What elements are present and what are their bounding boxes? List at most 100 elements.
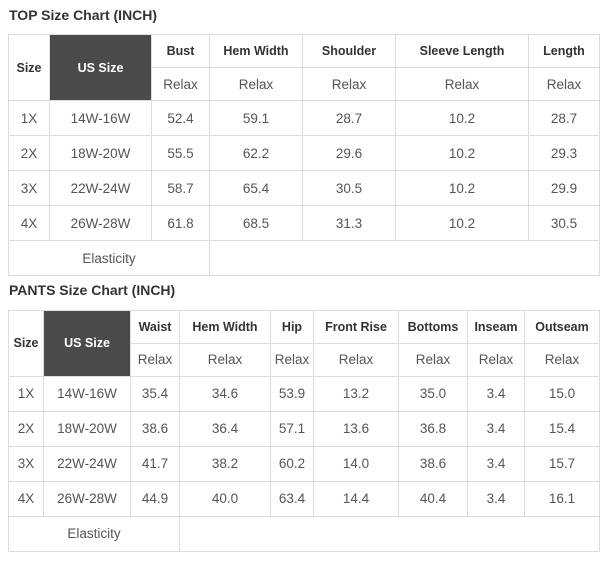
- measure-column-header-hem-width: Hem Width: [209, 34, 303, 69]
- value-cell-hip: 53.9: [270, 375, 314, 412]
- value-cell-shoulder: 28.7: [302, 100, 396, 137]
- value-cell-front-rise: 13.2: [313, 375, 399, 412]
- value-cell-bust: 52.4: [151, 100, 210, 137]
- value-cell-bottoms: 35.0: [398, 375, 468, 412]
- us-size-cell: 18W-20W: [43, 410, 131, 447]
- table-row-2x: 2X 18W-20W 55.5 62.2 29.6 10.2 29.3: [8, 135, 600, 172]
- size-cell: 3X: [8, 445, 44, 482]
- value-cell-hem-width: 36.4: [179, 410, 271, 447]
- top-size-chart-section: TOP Size Chart (INCH) Size US Size Bust Hem…: [8, 7, 600, 277]
- relax-fit-cell-outseam: Relax: [524, 342, 600, 377]
- relax-fit-cell-hem-width: Relax: [179, 342, 271, 377]
- relax-fit-cell-bottoms: Relax: [398, 342, 468, 377]
- value-cell-waist: 41.7: [130, 445, 180, 482]
- elasticity-filler-cell: [209, 240, 600, 277]
- elasticity-row: Elasticity: [8, 515, 600, 552]
- us-size-cell: 18W-20W: [49, 135, 152, 172]
- table-row-1x: 1X 14W-16W 52.4 59.1 28.7 10.2 28.7: [8, 100, 600, 137]
- relax-fit-cell-sleeve-length: Relax: [395, 67, 529, 102]
- value-cell-bust: 61.8: [151, 205, 210, 242]
- measure-column-header-length: Length: [528, 34, 600, 69]
- table-row-1x: 1X 14W-16W 35.4 34.6 53.9 13.2 35.0 3.4 15.0: [8, 375, 600, 412]
- value-cell-hip: 60.2: [270, 445, 314, 482]
- elasticity-row: Elasticity: [8, 240, 600, 277]
- elasticity-cell: Elasticity: [8, 240, 210, 277]
- table-row-3x: 3X 22W-24W 41.7 38.2 60.2 14.0 38.6 3.4 15.7: [8, 445, 600, 482]
- value-cell-shoulder: 31.3: [302, 205, 396, 242]
- size-cell: 2X: [8, 135, 50, 172]
- relax-fit-cell-hip: Relax: [270, 342, 314, 377]
- value-cell-bottoms: 38.6: [398, 445, 468, 482]
- size-cell: 1X: [8, 100, 50, 137]
- size-cell: 4X: [8, 205, 50, 242]
- table-body: 1X 14W-16W 52.4 59.1 28.7 10.2 28.7 2X 18W-20W 55…: [8, 100, 600, 277]
- value-cell-outseam: 15.7: [524, 445, 600, 482]
- measure-column-header-inseam: Inseam: [467, 309, 525, 344]
- value-cell-bottoms: 40.4: [398, 480, 468, 517]
- value-cell-outseam: 15.4: [524, 410, 600, 447]
- measure-column-header-hem-width: Hem Width: [179, 309, 271, 344]
- value-cell-length: 29.9: [528, 170, 600, 207]
- value-cell-sleeve-length: 10.2: [395, 135, 529, 172]
- measure-column-header-outseam: Outseam: [524, 309, 600, 344]
- value-cell-hem-width: 68.5: [209, 205, 303, 242]
- top-size-table: Size US Size Bust Hem Width Shoulder Sleeve L…: [8, 34, 600, 277]
- value-cell-sleeve-length: 10.2: [395, 100, 529, 137]
- us-size-cell: 26W-28W: [43, 480, 131, 517]
- value-cell-waist: 44.9: [130, 480, 180, 517]
- pants-size-chart-section: PANTS Size Chart (INCH) Size US Size Waist…: [8, 282, 600, 552]
- table-row-2x: 2X 18W-20W 38.6 36.4 57.1 13.6 36.8 3.4 15.4: [8, 410, 600, 447]
- size-column-header: Size: [8, 309, 44, 377]
- relax-fit-cell-waist: Relax: [130, 342, 180, 377]
- measure-column-header-hip: Hip: [270, 309, 314, 344]
- value-cell-hem-width: 62.2: [209, 135, 303, 172]
- measure-column-header-waist: Waist: [130, 309, 180, 344]
- table-row-4x: 4X 26W-28W 44.9 40.0 63.4 14.4 40.4 3.4 16.1: [8, 480, 600, 517]
- relax-fit-cell-bust: Relax: [151, 67, 210, 102]
- measure-column-header-bottoms: Bottoms: [398, 309, 468, 344]
- us-size-cell: 26W-28W: [49, 205, 152, 242]
- header-row: Size US Size Bust Hem Width Shoulder Sleeve L…: [8, 34, 600, 102]
- value-cell-hip: 63.4: [270, 480, 314, 517]
- size-cell: 2X: [8, 410, 44, 447]
- value-cell-inseam: 3.4: [467, 480, 525, 517]
- value-cell-hem-width: 38.2: [179, 445, 271, 482]
- table-header: Size US Size Bust Hem Width Shoulder Sleeve L…: [8, 34, 600, 102]
- value-cell-hip: 57.1: [270, 410, 314, 447]
- size-cell: 3X: [8, 170, 50, 207]
- relax-fit-cell-length: Relax: [528, 67, 600, 102]
- table-body: 1X 14W-16W 35.4 34.6 53.9 13.2 35.0 3.4 15.0 2X 18…: [8, 375, 600, 552]
- table-row-3x: 3X 22W-24W 58.7 65.4 30.5 10.2 29.9: [8, 170, 600, 207]
- value-cell-sleeve-length: 10.2: [395, 205, 529, 242]
- relax-row: Relax Relax Relax Relax Relax Relax Relax: [9, 342, 600, 377]
- us-size-cell: 22W-24W: [49, 170, 152, 207]
- value-cell-front-rise: 14.0: [313, 445, 399, 482]
- table-header: Size US Size Waist Hem Width Hip Front Rise Bo…: [8, 309, 600, 377]
- size-cell: 1X: [8, 375, 44, 412]
- pants-chart-title: PANTS Size Chart (INCH): [9, 282, 176, 299]
- us-size-cell: 14W-16W: [49, 100, 152, 137]
- value-cell-front-rise: 13.6: [313, 410, 399, 447]
- value-cell-inseam: 3.4: [467, 410, 525, 447]
- value-cell-bust: 55.5: [151, 135, 210, 172]
- elasticity-cell: Elasticity: [8, 515, 180, 552]
- value-cell-length: 28.7: [528, 100, 600, 137]
- value-cell-hem-width: 40.0: [179, 480, 271, 517]
- value-cell-outseam: 15.0: [524, 375, 600, 412]
- us-size-column-header: US Size: [49, 34, 152, 102]
- measure-column-header-front-rise: Front Rise: [313, 309, 399, 344]
- relax-fit-cell-hem-width: Relax: [209, 67, 303, 102]
- value-cell-outseam: 16.1: [524, 480, 600, 517]
- value-cell-waist: 35.4: [130, 375, 180, 412]
- value-cell-sleeve-length: 10.2: [395, 170, 529, 207]
- value-cell-bottoms: 36.8: [398, 410, 468, 447]
- size-column-header: Size: [8, 34, 50, 102]
- value-cell-length: 30.5: [528, 205, 600, 242]
- table-row-4x: 4X 26W-28W 61.8 68.5 31.3 10.2 30.5: [8, 205, 600, 242]
- relax-fit-cell-front-rise: Relax: [313, 342, 399, 377]
- value-cell-length: 29.3: [528, 135, 600, 172]
- pants-size-table: Size US Size Waist Hem Width Hip Front Rise Bo…: [8, 309, 600, 552]
- measure-column-header-shoulder: Shoulder: [302, 34, 396, 69]
- elasticity-filler-cell: [179, 515, 600, 552]
- us-size-cell: 22W-24W: [43, 445, 131, 482]
